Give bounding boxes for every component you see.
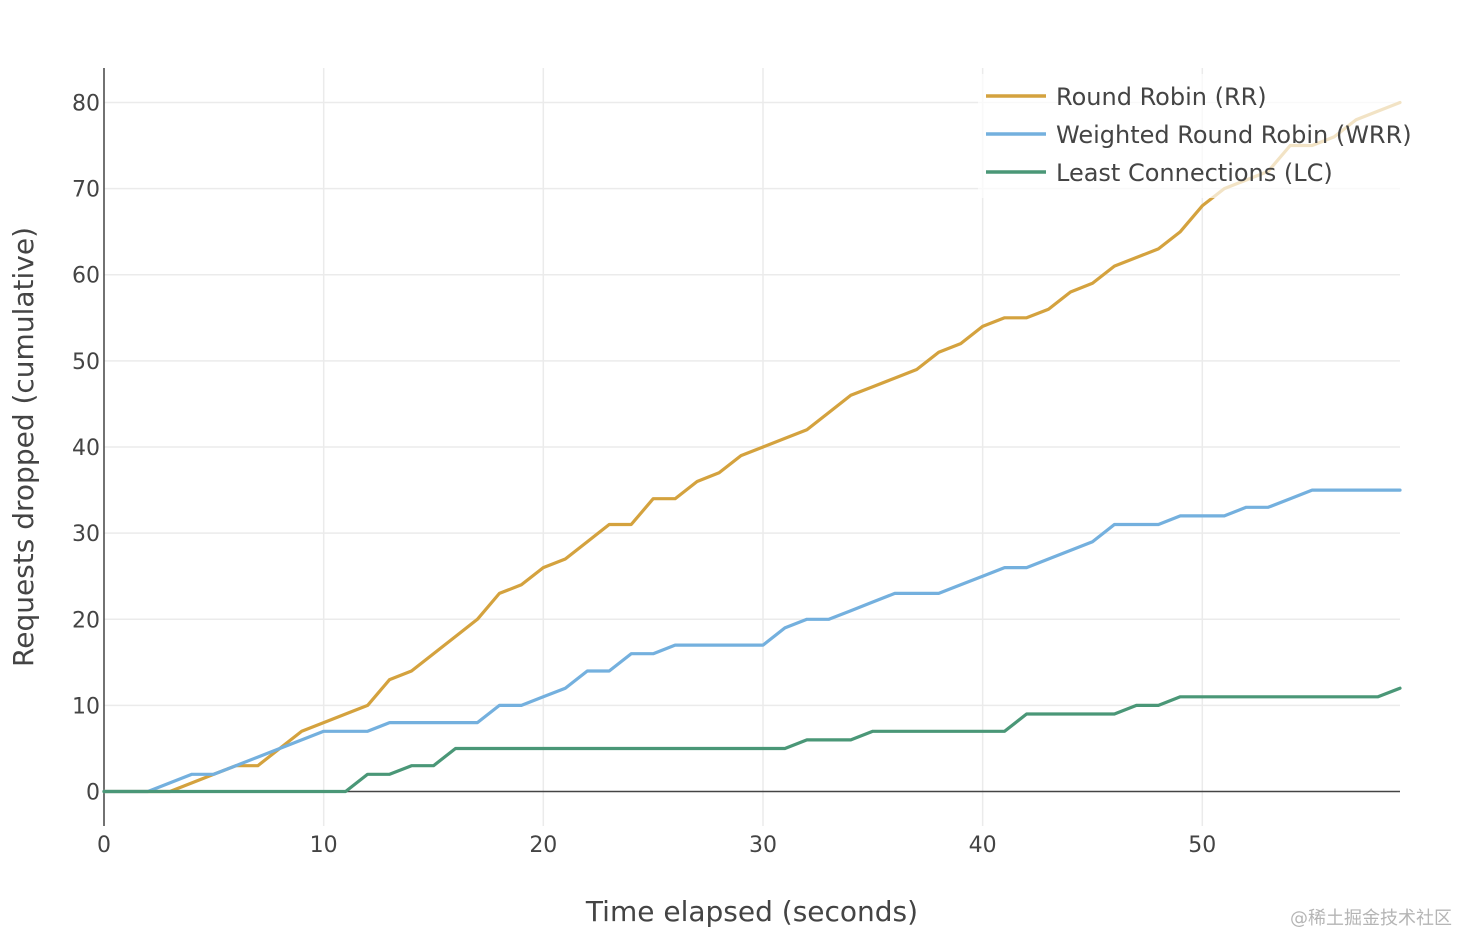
legend-item[interactable]: Round Robin (RR)	[986, 83, 1267, 111]
x-tick-label: 0	[97, 833, 111, 858]
legend-background	[978, 74, 1418, 198]
y-tick-label: 80	[72, 91, 100, 116]
legend[interactable]: Round Robin (RR) Weighted Round Robin (WR…	[978, 74, 1418, 198]
series-line-rr	[102, 100, 1402, 794]
y-tick-label: 70	[72, 178, 100, 203]
y-tick-label: 20	[72, 608, 100, 633]
legend-label: Least Connections (LC)	[1056, 159, 1333, 187]
legend-item[interactable]: Least Connections (LC)	[986, 159, 1333, 187]
x-tick-labels: 0 10 20 30 40 50	[97, 833, 1216, 858]
y-tick-label: 30	[72, 522, 100, 547]
legend-label: Round Robin (RR)	[1056, 83, 1267, 111]
x-tick-label: 50	[1188, 833, 1216, 858]
y-tick-label: 10	[72, 694, 100, 719]
x-tick-label: 10	[310, 833, 338, 858]
y-tick-label: 60	[72, 264, 100, 289]
legend-item[interactable]: Weighted Round Robin (WRR)	[986, 121, 1412, 149]
watermark: @稀土掘金技术社区	[1290, 908, 1452, 929]
x-axis-title: Time elapsed (seconds)	[585, 895, 918, 928]
y-tick-labels: 0 10 20 30 40 50 60 70 80	[72, 91, 100, 805]
series-line-wrr	[102, 488, 1402, 794]
legend-label: Weighted Round Robin (WRR)	[1056, 121, 1412, 149]
y-tick-label: 50	[72, 350, 100, 375]
y-tick-label: 0	[86, 781, 100, 806]
x-tick-label: 40	[969, 833, 997, 858]
series-line-lc	[102, 686, 1402, 794]
series-lines	[102, 100, 1402, 794]
y-tick-label: 40	[72, 436, 100, 461]
x-tick-label: 20	[529, 833, 557, 858]
y-axis-title: Requests dropped (cumulative)	[7, 227, 40, 667]
x-tick-label: 30	[749, 833, 777, 858]
